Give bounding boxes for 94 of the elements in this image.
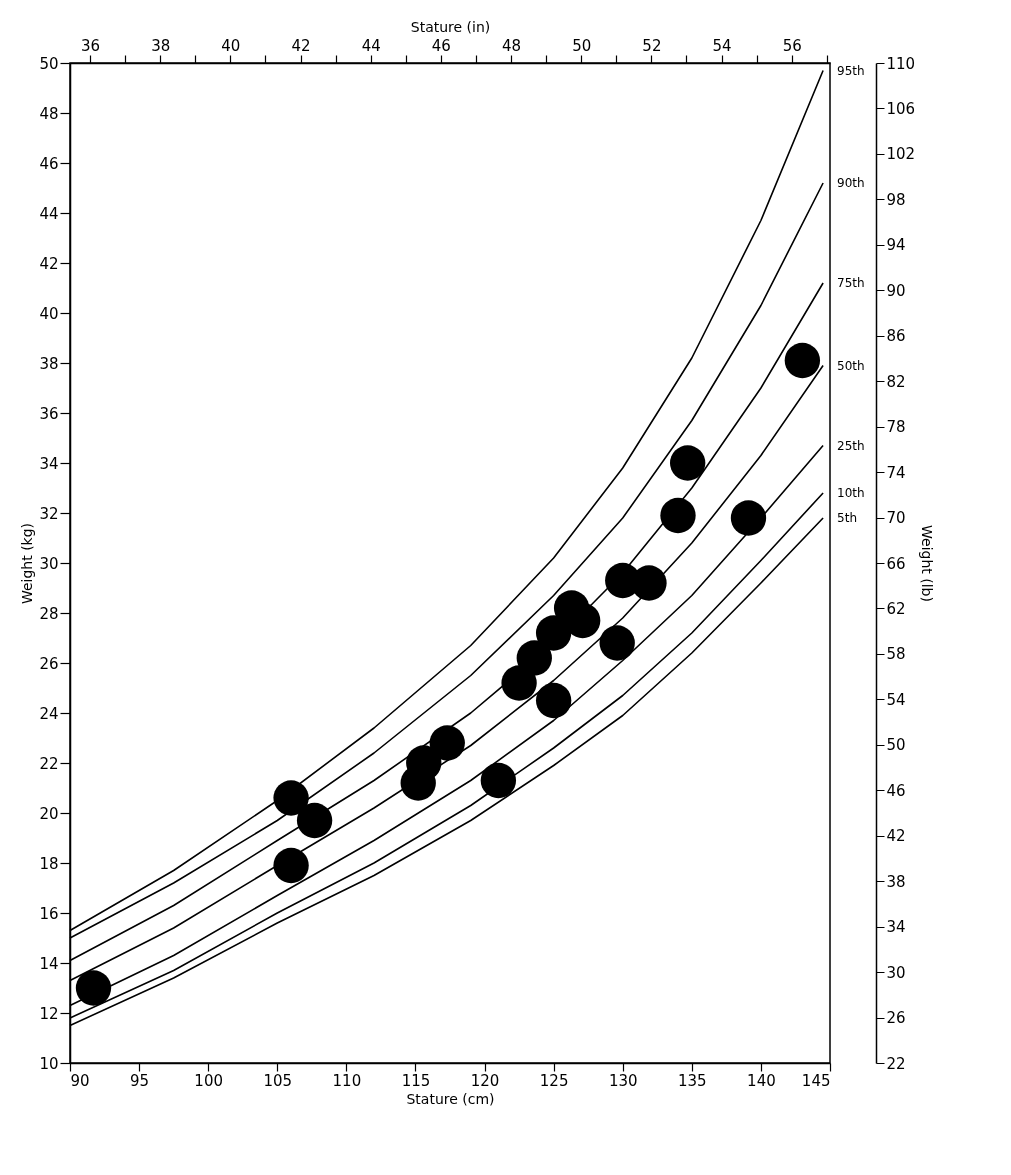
y2-tick-label: 50	[886, 736, 906, 755]
y2-axis-title: Weight (lb)	[919, 525, 936, 602]
x2-axis-title: Stature (in)	[410, 18, 491, 35]
y2-tick-label: 22	[886, 1054, 906, 1073]
x2-tick-label: 36	[80, 36, 101, 55]
y2-tick-label: 54	[886, 690, 906, 709]
point	[273, 847, 309, 884]
series-label: 25th	[837, 438, 865, 453]
x2-tick-label: 46	[431, 36, 451, 55]
y-tick-label: 10	[39, 1054, 59, 1073]
series-label: 75th	[837, 276, 865, 290]
y-tick-label: 28	[39, 604, 59, 623]
point	[273, 780, 309, 816]
x2-tick-label: 54	[712, 36, 732, 55]
x-tick-label: 135	[678, 1071, 707, 1090]
y-axis-title: Weight (kg)	[19, 522, 36, 605]
y2-tick-label: 70	[886, 509, 906, 528]
x-tick-label: 105	[263, 1071, 293, 1090]
x2-tick-label: 44	[361, 36, 381, 55]
series-label: 90th	[837, 176, 865, 190]
y2-tick-label: 34	[886, 918, 906, 937]
y2-tick-label: 58	[886, 645, 906, 664]
x-tick-label: 100	[194, 1071, 223, 1090]
x2-tick-label: 52	[642, 36, 662, 55]
x2-tick-label: 56	[782, 36, 802, 55]
y2-tick-label: 110	[886, 54, 916, 73]
point	[631, 565, 667, 601]
y-tick-label: 30	[39, 554, 59, 573]
y-tick-label: 16	[39, 904, 59, 923]
y2-tick-label: 78	[886, 418, 906, 437]
x-tick-label: 110	[332, 1071, 362, 1090]
series-label: 50th	[837, 358, 865, 373]
x-tick-label: 95	[130, 1071, 150, 1090]
x-tick-label: 125	[539, 1071, 569, 1090]
y2-tick-label: 94	[886, 236, 906, 255]
y2-tick-label: 42	[886, 827, 906, 846]
x-tick-label: 145	[801, 1071, 831, 1090]
series-label: 95th	[837, 63, 865, 78]
point	[429, 725, 465, 761]
y2-tick-label: 62	[886, 599, 906, 618]
point	[730, 500, 767, 536]
x2-tick-label: 50	[572, 36, 592, 55]
point	[516, 640, 552, 676]
x-tick-label: 90	[70, 1071, 90, 1090]
point	[296, 802, 333, 839]
point	[501, 665, 537, 701]
y2-tick-label: 66	[886, 554, 906, 573]
y2-tick-label: 30	[886, 963, 906, 982]
y-tick-label: 40	[39, 304, 59, 323]
y2-tick-label: 74	[886, 463, 906, 482]
point	[599, 625, 635, 661]
y-tick-label: 20	[39, 804, 59, 823]
point	[669, 445, 706, 481]
y-tick-label: 32	[39, 504, 59, 523]
y-tick-label: 24	[39, 704, 59, 723]
y-tick-label: 14	[39, 954, 59, 973]
y-tick-label: 42	[39, 254, 59, 273]
x-axis-title: Stature (cm)	[406, 1090, 495, 1107]
x2-tick-label: 38	[151, 36, 171, 55]
point	[480, 762, 517, 799]
y-tick-label: 46	[39, 154, 59, 173]
x-tick-label: 120	[470, 1071, 500, 1090]
y2-tick-label: 46	[886, 781, 906, 800]
y2-tick-label: 26	[886, 1009, 906, 1028]
y2-tick-label: 98	[886, 190, 906, 209]
x2-tick-label: 48	[502, 36, 522, 55]
y-tick-label: 34	[39, 454, 59, 473]
y-tick-label: 26	[39, 654, 59, 673]
point	[784, 342, 821, 379]
x-tick-label: 130	[608, 1071, 638, 1090]
series-label: 5th	[837, 511, 858, 525]
y2-tick-label: 38	[886, 872, 906, 891]
y-tick-label: 12	[39, 1004, 59, 1023]
y2-tick-label: 102	[886, 145, 916, 164]
point	[75, 970, 112, 1006]
y-tick-label: 38	[39, 354, 59, 373]
series-label: 10th	[837, 486, 865, 500]
point	[535, 682, 572, 719]
x2-tick-label: 42	[291, 36, 311, 55]
x-tick-label: 140	[747, 1071, 776, 1090]
y-tick-label: 44	[39, 204, 59, 223]
y-tick-label: 22	[39, 754, 59, 773]
x2-tick-label: 40	[221, 36, 241, 55]
y2-tick-label: 86	[886, 327, 906, 346]
y2-tick-label: 106	[886, 99, 916, 118]
y2-tick-label: 82	[886, 372, 906, 391]
point	[535, 615, 572, 651]
y2-tick-label: 90	[886, 281, 906, 300]
y-tick-label: 18	[39, 854, 59, 873]
point	[660, 497, 696, 534]
y-tick-label: 36	[39, 404, 59, 423]
y-tick-label: 48	[39, 104, 59, 123]
x-tick-label: 115	[401, 1071, 431, 1090]
y-tick-label: 50	[39, 54, 59, 73]
